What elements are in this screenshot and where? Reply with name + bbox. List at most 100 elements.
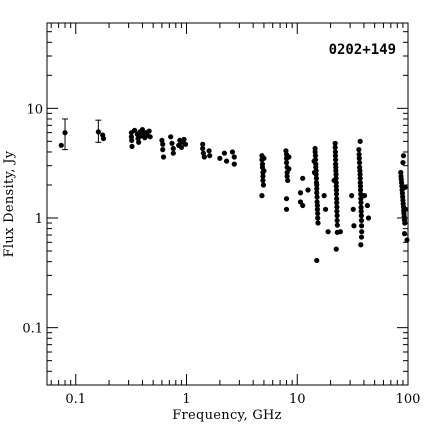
data-point bbox=[217, 155, 223, 161]
data-point bbox=[358, 208, 364, 214]
chart-title: 0202+149 bbox=[329, 42, 396, 58]
data-point bbox=[315, 215, 321, 221]
data-point bbox=[285, 177, 291, 184]
data-point bbox=[231, 154, 237, 160]
data-point bbox=[136, 139, 142, 145]
data-point bbox=[260, 182, 267, 188]
data-point bbox=[334, 213, 340, 219]
axis-ticks bbox=[47, 22, 409, 386]
data-point bbox=[311, 158, 317, 164]
data-point bbox=[332, 140, 338, 146]
data-point bbox=[333, 157, 339, 163]
data-point bbox=[146, 128, 152, 134]
data-point bbox=[314, 194, 320, 200]
data-point bbox=[261, 155, 267, 161]
data-point bbox=[315, 210, 321, 217]
data-point bbox=[357, 168, 363, 174]
data-point bbox=[358, 223, 365, 229]
data-point bbox=[334, 217, 340, 224]
data-point bbox=[314, 186, 320, 192]
data-point bbox=[357, 171, 363, 177]
data-point bbox=[169, 140, 175, 146]
data-point bbox=[223, 158, 230, 164]
data-point bbox=[200, 145, 206, 152]
data-point bbox=[62, 130, 68, 136]
data-point bbox=[358, 242, 364, 248]
data-point bbox=[129, 143, 135, 149]
data-point bbox=[229, 149, 236, 155]
data-point bbox=[182, 141, 189, 147]
data-point bbox=[100, 135, 107, 142]
data-point bbox=[357, 175, 363, 181]
data-point bbox=[201, 154, 207, 160]
data-point bbox=[160, 147, 166, 153]
data-point bbox=[95, 129, 101, 135]
data-point bbox=[160, 141, 166, 147]
axis-tick-labels: 0.1 1 10 100 0.1 1 10 bbox=[22, 102, 420, 407]
data-point bbox=[207, 153, 213, 159]
data-point bbox=[314, 257, 320, 264]
plot-frame bbox=[46, 22, 409, 386]
data-point bbox=[401, 231, 408, 237]
data-point bbox=[160, 154, 167, 160]
data-point bbox=[331, 177, 337, 184]
data-point bbox=[132, 127, 138, 133]
data-point bbox=[402, 184, 408, 191]
data-point bbox=[332, 144, 338, 151]
x-tick-label: 0.1 bbox=[65, 392, 86, 407]
data-point bbox=[283, 160, 290, 166]
data-point bbox=[350, 206, 356, 212]
data-point bbox=[300, 202, 306, 209]
data-point bbox=[321, 193, 327, 199]
data-point bbox=[364, 202, 371, 209]
y-tick-label: 0.1 bbox=[22, 322, 43, 337]
data-point bbox=[333, 191, 340, 197]
data-point bbox=[170, 145, 176, 152]
data-point bbox=[129, 137, 135, 144]
data-point bbox=[314, 206, 320, 212]
data-point bbox=[400, 160, 406, 166]
data-point bbox=[313, 175, 320, 181]
data-point bbox=[361, 193, 368, 199]
data-point bbox=[168, 134, 174, 140]
data-point bbox=[259, 193, 265, 199]
data-point bbox=[333, 168, 339, 174]
data-point bbox=[297, 190, 304, 196]
data-point bbox=[402, 220, 408, 226]
data-point bbox=[322, 206, 329, 212]
data-point bbox=[357, 187, 364, 193]
data-point bbox=[260, 177, 266, 184]
data-point bbox=[325, 229, 331, 235]
x-tick-label: 100 bbox=[396, 392, 421, 407]
data-point bbox=[349, 193, 355, 199]
data-point bbox=[358, 200, 364, 206]
data-point bbox=[178, 144, 185, 151]
data-point bbox=[365, 215, 372, 221]
data-point bbox=[300, 175, 306, 181]
data-point bbox=[314, 190, 320, 196]
data-point bbox=[402, 206, 409, 212]
data-point bbox=[305, 187, 311, 193]
data-point bbox=[284, 173, 290, 179]
data-point bbox=[334, 208, 340, 214]
data-point bbox=[356, 147, 362, 153]
data-point bbox=[170, 150, 176, 156]
data-point bbox=[358, 204, 364, 210]
data-point bbox=[283, 206, 290, 212]
data-point bbox=[159, 137, 165, 144]
data-point bbox=[332, 149, 338, 155]
data-point bbox=[358, 217, 365, 224]
data-point bbox=[358, 213, 364, 219]
data-point bbox=[356, 160, 363, 166]
x-axis-label: Frequency, GHz bbox=[172, 408, 282, 423]
x-tick-label: 1 bbox=[182, 392, 190, 407]
y-axis-label: Flux Density, Jy bbox=[2, 150, 17, 257]
data-point bbox=[312, 149, 318, 155]
data-point bbox=[359, 229, 365, 235]
data-point bbox=[337, 229, 343, 235]
y-tick-label: 1 bbox=[35, 212, 43, 227]
data-point bbox=[283, 196, 290, 202]
data-point bbox=[315, 220, 321, 226]
